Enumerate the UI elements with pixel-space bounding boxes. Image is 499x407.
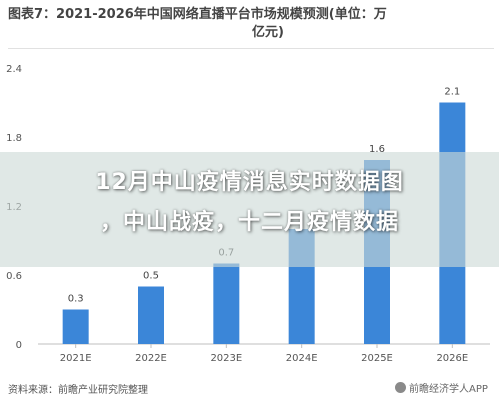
data-label: 0.3	[68, 294, 84, 305]
data-label: 0.5	[143, 271, 159, 282]
headline-overlay	[0, 152, 499, 267]
x-tick-label: 2023E	[210, 353, 242, 364]
x-tick-label: 2025E	[361, 353, 393, 364]
headline-line2: ，中山战疫，十二月疫情数据	[99, 210, 399, 235]
watermark: 前瞻经济学人APP	[395, 380, 488, 395]
chart-title-block: 图表7：2021-2026年中国网络直播平台市场规模预测(单位：万 亿元)	[8, 6, 494, 49]
bar-2022E	[138, 286, 164, 344]
bar-2021E	[62, 309, 89, 344]
chart-title-line2: 亿元)	[252, 25, 284, 40]
chart-title: 图表7：2021-2026年中国网络直播平台市场规模预测(单位：万 亿元)	[8, 6, 494, 42]
chart-title-line1: 图表7：2021-2026年中国网络直播平台市场规模预测(单位：万	[8, 7, 387, 22]
y-tick-label: 0	[16, 340, 22, 351]
x-tick-label: 2022E	[135, 353, 167, 364]
data-label: 1.6	[369, 144, 385, 155]
y-tick-label: 0.6	[6, 271, 22, 282]
data-label: 2.1	[444, 87, 460, 98]
x-tick-label: 2024E	[286, 353, 318, 364]
y-tick-label: 1.8	[6, 133, 22, 144]
x-tick-label: 2021E	[60, 353, 92, 364]
y-tick-label: 2.4	[6, 64, 22, 75]
headline: 12月中山疫情消息实时数据图 ，中山战疫，十二月疫情数据	[0, 163, 499, 243]
headline-line1: 12月中山疫情消息实时数据图	[95, 170, 404, 195]
qianzhan-logo-icon	[395, 382, 406, 393]
bar-2023E	[213, 263, 240, 344]
x-tick-label: 2026E	[436, 353, 468, 364]
watermark-text: 前瞻经济学人APP	[409, 384, 488, 395]
source-note: 资料来源：前瞻产业研究院整理	[8, 385, 148, 396]
